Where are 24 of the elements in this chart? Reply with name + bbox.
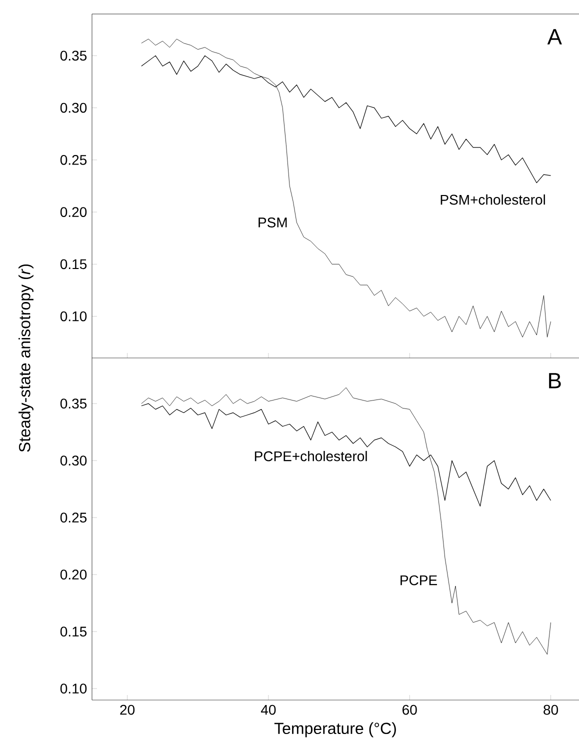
series-label: PCPE+cholesterol [254, 450, 367, 462]
x-tick-label: 40 [260, 704, 276, 715]
y-axis-title: Steady-state anisotropy (r) [18, 264, 34, 452]
series-label: PSM+cholesterol [440, 194, 545, 205]
y-tick-label: 0.15 [60, 259, 87, 270]
y-tick-label: 0.35 [60, 50, 87, 61]
y-tick-label: 0.25 [60, 512, 87, 523]
y-tick-label: 0.20 [60, 570, 87, 580]
y-tick-label: 0.30 [60, 456, 87, 466]
x-tick-label: 20 [120, 704, 135, 715]
y-tick-label: 0.25 [60, 154, 87, 165]
y-tick-label: 0.35 [60, 398, 87, 409]
series-label: PCPE [400, 575, 437, 586]
x-tick-label: 80 [544, 704, 558, 715]
series-label: PSM [258, 218, 287, 228]
y-tick-label: 0.10 [60, 311, 87, 322]
y-tick-label: 0.10 [60, 684, 87, 694]
y-tick-label: 0.30 [60, 102, 87, 113]
y-tick-label: 0.15 [60, 626, 87, 637]
x-tick-label: 60 [402, 704, 417, 715]
x-axis-title: Temperature (°C) [274, 722, 396, 738]
y-tick-label: 0.20 [60, 207, 87, 218]
text: A [547, 29, 562, 44]
text: B [549, 373, 561, 388]
